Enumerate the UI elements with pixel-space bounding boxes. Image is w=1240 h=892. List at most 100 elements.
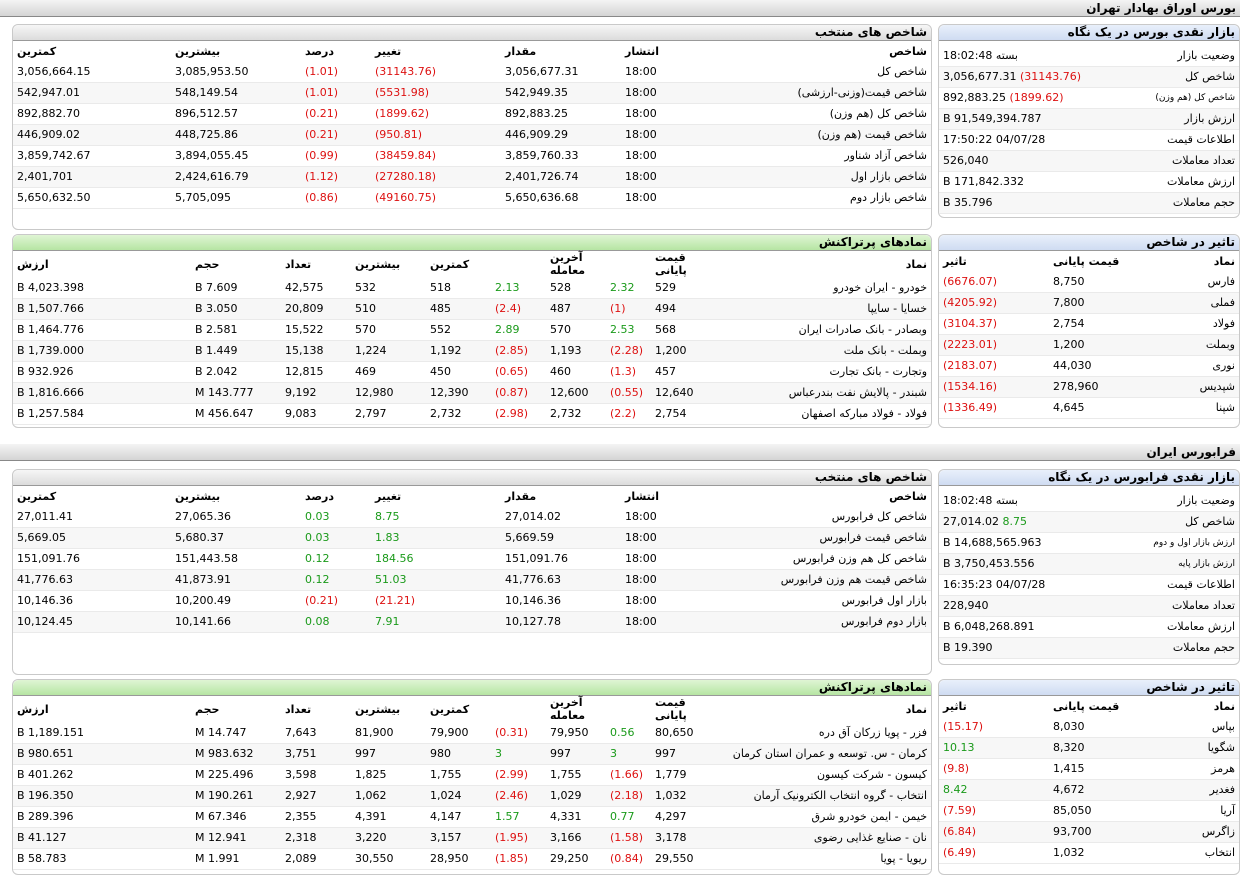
column-header[interactable]: تغییر	[375, 44, 402, 58]
column-header[interactable]: شاخص	[889, 44, 927, 58]
row-label[interactable]: شاخص قیمت (هم وزن)	[701, 124, 931, 146]
row-label[interactable]: شاخص قیمت هم وزن فرابورس	[701, 569, 931, 591]
row-label[interactable]: بازار اول فرابورس	[701, 590, 931, 612]
column-header[interactable]: تعداد	[285, 257, 312, 271]
column-header[interactable]: نماد	[905, 257, 927, 271]
column-header[interactable]	[491, 696, 546, 722]
row-label[interactable]: بپاس	[1159, 716, 1239, 738]
table-row[interactable]: خیمن - ایمن خودرو شرق 4,297 0.77 4,331 1.57 4…	[13, 806, 931, 828]
column-header[interactable]: تغییر	[375, 489, 402, 503]
column-header[interactable]: آخرین معامله	[550, 251, 586, 277]
table-row[interactable]: هرمز 1,415 (9.8)	[939, 758, 1239, 780]
row-label[interactable]: هرمز	[1159, 758, 1239, 780]
column-header[interactable]: شاخص	[889, 489, 927, 503]
table-row[interactable]: شپنا 4,645 (1336.49)	[939, 397, 1239, 419]
row-label[interactable]: شبندر - پالایش نفت بندرعباس	[711, 382, 931, 404]
column-header[interactable]: نماد	[1213, 254, 1235, 268]
row-label[interactable]: بازار دوم فرابورس	[701, 611, 931, 633]
table-row[interactable]: شاخص قیمت فرابورس 18:00 5,669.59 1.83 0.03 5,…	[13, 527, 931, 549]
row-label[interactable]: فزر - پویا زرکان آق دره	[711, 722, 931, 744]
row-label[interactable]: شپنا	[1159, 397, 1239, 419]
column-header[interactable]: قیمت پایانی	[655, 696, 687, 722]
column-header[interactable]	[606, 251, 651, 277]
row-label[interactable]: خسایا - سایپا	[711, 298, 931, 320]
table-row[interactable]: شگویا 8,320 10.13	[939, 737, 1239, 759]
row-label[interactable]: زاگرس	[1159, 821, 1239, 843]
table-row[interactable]: کرمان - س. توسعه و عمران استان کرمان 997 3…	[13, 743, 931, 765]
table-row[interactable]: وبصادر - بانک صادرات ایران 568 2.53 570 2.89…	[13, 319, 931, 341]
column-header[interactable]: بیشترین	[355, 702, 401, 716]
row-label[interactable]: فولاد	[1159, 313, 1239, 335]
table-row[interactable]: فولاد 2,754 (3104.37)	[939, 313, 1239, 335]
table-row[interactable]: فارس 8,750 (6676.07)	[939, 271, 1239, 293]
row-label[interactable]: وبصادر - بانک صادرات ایران	[711, 319, 931, 341]
row-label[interactable]: شاخص آزاد شناور	[701, 145, 931, 167]
column-header[interactable]: آخرین معامله	[550, 696, 586, 722]
table-row[interactable]: بازار دوم فرابورس 18:00 10,127.78 7.91 0.08 1…	[13, 611, 931, 633]
table-row[interactable]: شپدیس 278,960 (1534.16)	[939, 376, 1239, 398]
table-row[interactable]: شاخص کل فرابورس 18:00 27,014.02 8.75 0.03 27,…	[13, 506, 931, 528]
column-header[interactable]: انتشار	[625, 489, 660, 503]
table-row[interactable]: شاخص کل هم وزن فرابورس 18:00 151,091.76 184…	[13, 548, 931, 570]
table-row[interactable]: شاخص کل (هم وزن) 18:00 892,883.25 (1899.62)…	[13, 103, 931, 125]
row-label[interactable]: نوری	[1159, 355, 1239, 377]
table-row[interactable]: نان - صنایع غذایی رضوی 3,178 (1.58) 3,166 (1…	[13, 827, 931, 849]
row-label[interactable]: انتخاب - گروه انتخاب الکترونیک آرمان	[711, 785, 931, 807]
row-label[interactable]: وتجارت - بانک تجارت	[711, 361, 931, 383]
column-header[interactable]: قیمت پایانی	[1053, 699, 1120, 713]
row-label[interactable]: ریویا - پویا	[711, 848, 931, 870]
row-label[interactable]: انتخاب	[1159, 842, 1239, 864]
column-header[interactable]: حجم	[195, 257, 220, 271]
table-row[interactable]: فولاد - فولاد مبارکه اصفهان 2,754 (2.2) 2,7…	[13, 403, 931, 425]
row-label[interactable]: وبملت	[1159, 334, 1239, 356]
column-header[interactable]: بیشترین	[175, 489, 221, 503]
table-row[interactable]: شاخص قیمت(وزنی-ارزشی) 18:00 542,949.35 (553…	[13, 82, 931, 104]
table-row[interactable]: شاخص بازار اول 18:00 2,401,726.74 (27280.18…	[13, 166, 931, 188]
table-row[interactable]: وتجارت - بانک تجارت 457 (1.3) 460 (0.65) 450 4…	[13, 361, 931, 383]
column-header[interactable]: نماد	[905, 702, 927, 716]
column-header[interactable]: ارزش	[17, 257, 49, 271]
table-row[interactable]: بپاس 8,030 (15.17)	[939, 716, 1239, 738]
row-label[interactable]: شگویا	[1159, 737, 1239, 759]
column-header[interactable]: مقدار	[505, 489, 537, 503]
row-label[interactable]: کرمان - س. توسعه و عمران استان کرمان	[711, 743, 931, 765]
row-label[interactable]: فولاد - فولاد مبارکه اصفهان	[711, 403, 931, 425]
table-row[interactable]: فزر - پویا زرکان آق دره 80,650 0.56 79,950(…	[13, 722, 931, 744]
table-row[interactable]: شاخص قیمت (هم وزن) 18:00 446,909.29 (950.81…	[13, 124, 931, 146]
column-header[interactable]: نماد	[1213, 699, 1235, 713]
table-row[interactable]: انتخاب 1,032 (6.49)	[939, 842, 1239, 864]
row-label[interactable]: کیسون - شرکت کیسون	[711, 764, 931, 786]
row-label[interactable]: آریا	[1159, 800, 1239, 822]
table-row[interactable]: شبندر - پالایش نفت بندرعباس 12,640 (0.55) 1…	[13, 382, 931, 404]
column-header[interactable]: تاثیر	[943, 254, 967, 268]
row-label[interactable]: نان - صنایع غذایی رضوی	[711, 827, 931, 849]
table-row[interactable]: بازار اول فرابورس 18:00 10,146.36 (21.21) (0…	[13, 590, 931, 612]
table-row[interactable]: آریا 85,050 (7.59)	[939, 800, 1239, 822]
column-header[interactable]: بیشترین	[175, 44, 221, 58]
table-row[interactable]: شاخص کل 18:00 3,056,677.31 (31143.76) (1.01)…	[13, 61, 931, 83]
column-header[interactable]: کمترین	[430, 257, 470, 271]
row-label[interactable]: فغدیر	[1159, 779, 1239, 801]
row-label[interactable]: شپدیس	[1159, 376, 1239, 398]
row-label[interactable]: شاخص بازار دوم	[701, 187, 931, 209]
table-row[interactable]: خودرو - ایران خودرو 529 2.32 528 2.13 518 532 4…	[13, 277, 931, 299]
table-row[interactable]: انتخاب - گروه انتخاب الکترونیک آرمان 1,03…	[13, 785, 931, 807]
row-label[interactable]: شاخص کل فرابورس	[701, 506, 931, 528]
row-label[interactable]: شاخص قیمت فرابورس	[701, 527, 931, 549]
row-label[interactable]: شاخص بازار اول	[701, 166, 931, 188]
column-header[interactable]: کمترین	[430, 702, 470, 716]
table-row[interactable]: فغدیر 4,672 8.42	[939, 779, 1239, 801]
column-header[interactable]: کمترین	[17, 44, 57, 58]
row-label[interactable]: خودرو - ایران خودرو	[711, 277, 931, 299]
row-label[interactable]: فارس	[1159, 271, 1239, 293]
column-header[interactable]	[606, 696, 651, 722]
row-label[interactable]: شاخص قیمت(وزنی-ارزشی)	[701, 82, 931, 104]
row-label[interactable]: شاخص کل	[701, 61, 931, 83]
column-header[interactable]: مقدار	[505, 44, 537, 58]
table-row[interactable]: شاخص قیمت هم وزن فرابورس 18:00 41,776.63 51…	[13, 569, 931, 591]
table-row[interactable]: شاخص آزاد شناور 18:00 3,859,760.33 (38459.8…	[13, 145, 931, 167]
table-row[interactable]: شاخص بازار دوم 18:00 5,650,636.68 (49160.75…	[13, 187, 931, 209]
column-header[interactable]: تاثیر	[943, 699, 967, 713]
column-header[interactable]: انتشار	[625, 44, 660, 58]
table-row[interactable]: خسایا - سایپا 494 (1) 487 (2.4) 485 510 20,809 3…	[13, 298, 931, 320]
